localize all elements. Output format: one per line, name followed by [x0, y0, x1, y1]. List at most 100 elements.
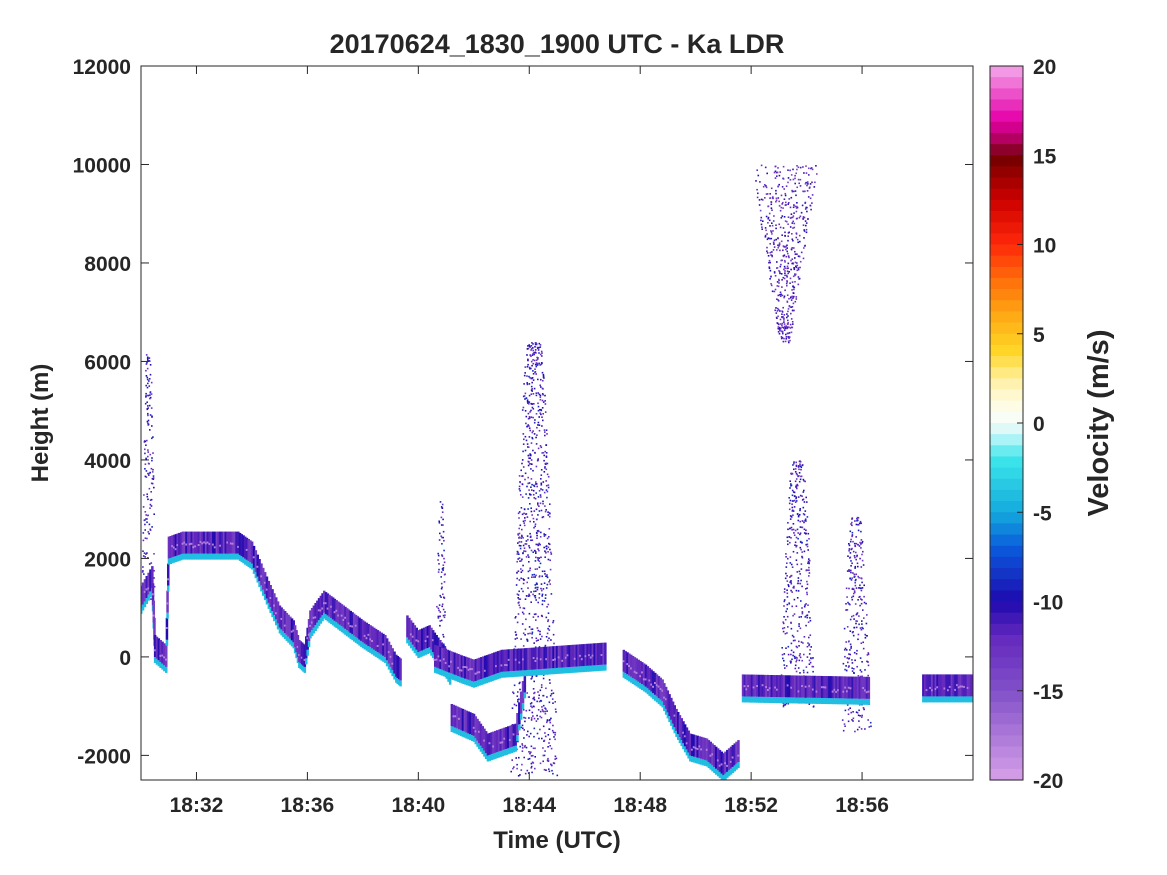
colorbar-segment — [990, 233, 1023, 246]
colorbar-segment — [990, 378, 1023, 391]
colorbar-segment — [990, 177, 1023, 190]
colorbar-segment — [990, 456, 1023, 469]
colorbar-segment — [990, 768, 1023, 781]
colorbar-segment — [990, 423, 1023, 435]
colorbar-segment — [990, 88, 1023, 101]
y-tick-label: 10000 — [73, 154, 131, 177]
echo-plume-1856 — [841, 516, 872, 733]
x-tick-label: 18:40 — [391, 794, 445, 817]
colorbar-segment — [990, 556, 1023, 569]
colorbar-segment — [990, 188, 1023, 201]
colorbar-segment — [990, 713, 1023, 725]
x-tick-label: 18:36 — [281, 794, 335, 817]
colorbar-segment — [990, 244, 1023, 257]
x-tick-label: 18:32 — [170, 794, 224, 817]
colorbar-segment — [990, 601, 1023, 614]
colorbar-segment — [990, 634, 1023, 647]
colorbar-segment — [990, 724, 1023, 736]
colorbar-segment — [990, 277, 1023, 290]
colorbar-segment — [990, 590, 1023, 603]
colorbar-segment — [990, 534, 1023, 547]
colorbar-segment — [990, 467, 1023, 480]
chart-title: 20170624_1830_1900 UTC - Ka LDR — [330, 29, 785, 59]
colorbar-segment — [990, 144, 1023, 156]
colorbar-tick-label: -10 — [1033, 592, 1063, 615]
colorbar-segment — [990, 110, 1023, 123]
colorbar-segment — [990, 289, 1023, 301]
colorbar-segment — [990, 322, 1023, 335]
plot-frame — [140, 65, 974, 781]
y-tick-label: 0 — [119, 647, 131, 670]
colorbar-label: Velocity (m/s) — [1083, 330, 1115, 517]
colorbar-segment — [990, 300, 1023, 313]
colorbar-segment — [990, 155, 1023, 168]
colorbar-segment — [990, 612, 1023, 625]
colorbar-tick-label: -15 — [1033, 681, 1064, 704]
x-tick-label: 18:48 — [613, 794, 667, 817]
colorbar-segment — [990, 478, 1023, 491]
colorbar-segment — [990, 132, 1023, 145]
colorbar-segment — [990, 657, 1023, 670]
colorbar-segment — [990, 255, 1023, 268]
colorbar-tick-label: 15 — [1033, 145, 1057, 168]
x-tick-label: 18:52 — [724, 794, 778, 817]
colorbar-segment — [990, 199, 1023, 212]
colorbar-segment — [990, 568, 1023, 580]
y-tick-label: 12000 — [73, 56, 131, 79]
colorbar-segment — [990, 735, 1023, 748]
y-axis-label: Height (m) — [27, 364, 54, 483]
colorbar-tick-label: 5 — [1033, 324, 1045, 347]
colorbar-segment — [990, 356, 1023, 368]
y-axis-ticks: 12000 10000 8000 6000 4000 2000 0 -2000 — [73, 56, 973, 768]
colorbar-segment — [990, 746, 1023, 759]
colorbar-segment — [990, 211, 1023, 223]
colorbar-segment — [990, 679, 1023, 692]
y-tick-label: 4000 — [84, 450, 131, 473]
colorbar-segment — [990, 311, 1023, 324]
colorbar-segment — [990, 266, 1023, 279]
x-tick-label: 18:56 — [835, 794, 889, 817]
colorbar-segment — [990, 389, 1023, 402]
colorbar-segment — [990, 690, 1023, 703]
colorbar-segment — [990, 757, 1023, 770]
colorbar-segment — [990, 445, 1023, 458]
colorbar-segment — [990, 668, 1023, 681]
colorbar-segment — [990, 579, 1023, 591]
colorbar-segment — [990, 489, 1023, 502]
colorbar-tick-label: -5 — [1033, 502, 1052, 525]
colorbar-segment — [990, 66, 1023, 78]
colorbar-tick-label: 0 — [1033, 413, 1045, 436]
y-tick-label: 8000 — [84, 253, 131, 276]
colorbar-segment — [990, 166, 1023, 179]
colorbar — [990, 66, 1023, 781]
x-axis-label: Time (UTC) — [493, 827, 621, 854]
x-axis-ticks: 18:32 18:36 18:40 18:44 18:48 18:52 18:56 — [170, 66, 889, 817]
echo-surface-bands — [141, 531, 973, 780]
colorbar-segment — [990, 77, 1023, 89]
colorbar-segment — [990, 623, 1023, 636]
colorbar-segment — [990, 701, 1023, 714]
y-tick-label: 2000 — [84, 548, 131, 571]
colorbar-segment — [990, 411, 1023, 424]
colorbar-segment — [990, 222, 1023, 234]
colorbar-ticks: 20 15 10 5 0 -5 -10 -15 -20 — [1017, 56, 1064, 793]
echo-high-cloud — [755, 164, 818, 344]
colorbar-tick-label: 10 — [1033, 235, 1056, 258]
colorbar-segment — [990, 523, 1023, 536]
colorbar-segment — [990, 434, 1023, 446]
colorbar-segment — [990, 545, 1023, 558]
colorbar-segment — [990, 99, 1023, 112]
colorbar-segment — [990, 333, 1023, 346]
radar-echoes — [141, 164, 973, 780]
colorbar-tick-label: -20 — [1033, 770, 1063, 793]
y-tick-label: -2000 — [77, 745, 131, 768]
colorbar-tick-label: 20 — [1033, 56, 1056, 79]
colorbar-segment — [990, 512, 1023, 525]
x-tick-label: 18:44 — [502, 794, 556, 817]
colorbar-segment — [990, 367, 1023, 379]
colorbar-segment — [990, 501, 1023, 513]
colorbar-segment — [990, 121, 1023, 134]
colorbar-segment — [990, 344, 1023, 357]
colorbar-segment — [990, 400, 1023, 413]
